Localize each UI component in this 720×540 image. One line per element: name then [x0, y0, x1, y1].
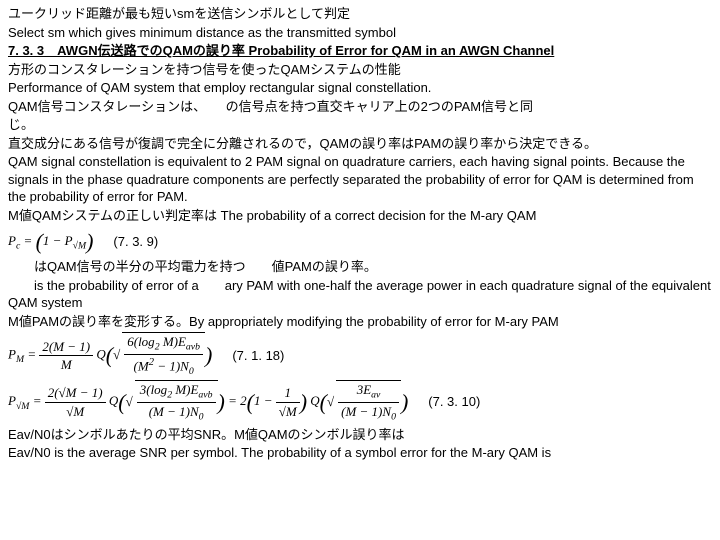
equation-7-1-18: PM = 2(M − 1)M Q(6(log2 M)Eavb(M2 − 1)N0…	[8, 332, 712, 378]
section-733-title: 7. 3. 3 AWGN伝送路でのQAMの誤り率 Probability of …	[8, 42, 712, 60]
line-constellation-jp-b: じ。	[8, 116, 712, 134]
eqnum-7118: (7. 1. 18)	[232, 347, 284, 365]
line-psqrtm-jp: はQAM信号の半分の平均電力を持つ 値PAMの誤り率。	[8, 258, 712, 276]
equation-7-3-10: P√M = 2(√M − 1)√M Q(3(log2 M)Eavb(M − 1)…	[8, 380, 712, 424]
eqnum-739: (7. 3. 9)	[113, 233, 158, 251]
line-modify: M値PAMの誤り率を変形する。By appropriately modifyin…	[8, 313, 712, 331]
line-constellation-jp-a: QAM信号コンスタレーションは、 の信号点を持つ直交キャリア上の2つのPAM信号…	[8, 98, 712, 116]
line-rect-en: Performance of QAM system that employ re…	[8, 79, 712, 97]
line-euclid-en: Select sm which gives minimum distance a…	[8, 24, 712, 42]
formula-pm: PM = 2(M − 1)M Q(6(log2 M)Eavb(M2 − 1)N0…	[8, 332, 212, 378]
line-snr-jp: Eav/N0はシンボルあたりの平均SNR。M値QAMのシンボル誤り率は	[8, 426, 712, 444]
line-psqrtm-en: is the probability of error of a ary PAM…	[8, 277, 712, 312]
equation-7-3-9: Pc = (1 − P√M) (7. 3. 9)	[8, 227, 712, 257]
formula-psqrtm: P√M = 2(√M − 1)√M Q(3(log2 M)Eavb(M − 1)…	[8, 380, 408, 424]
line-separate-en: QAM signal constellation is equivalent t…	[8, 153, 712, 206]
line-correct-decision: M値QAMシステムの正しい判定率は The probability of a c…	[8, 207, 712, 225]
eqnum-7310: (7. 3. 10)	[428, 393, 480, 411]
line-euclid-jp: ユークリッド距離が最も短いsmを送信シンボルとして判定	[8, 5, 712, 23]
line-rect-jp: 方形のコンスタレーションを持つ信号を使ったQAMシステムの性能	[8, 61, 712, 79]
line-separate-jp: 直交成分にある信号が復調で完全に分離されるので，QAMの誤り率はPAMの誤り率か…	[8, 135, 712, 153]
formula-pc: Pc = (1 − P√M)	[8, 227, 93, 257]
line-snr-en: Eav/N0 is the average SNR per symbol. Th…	[8, 444, 712, 462]
